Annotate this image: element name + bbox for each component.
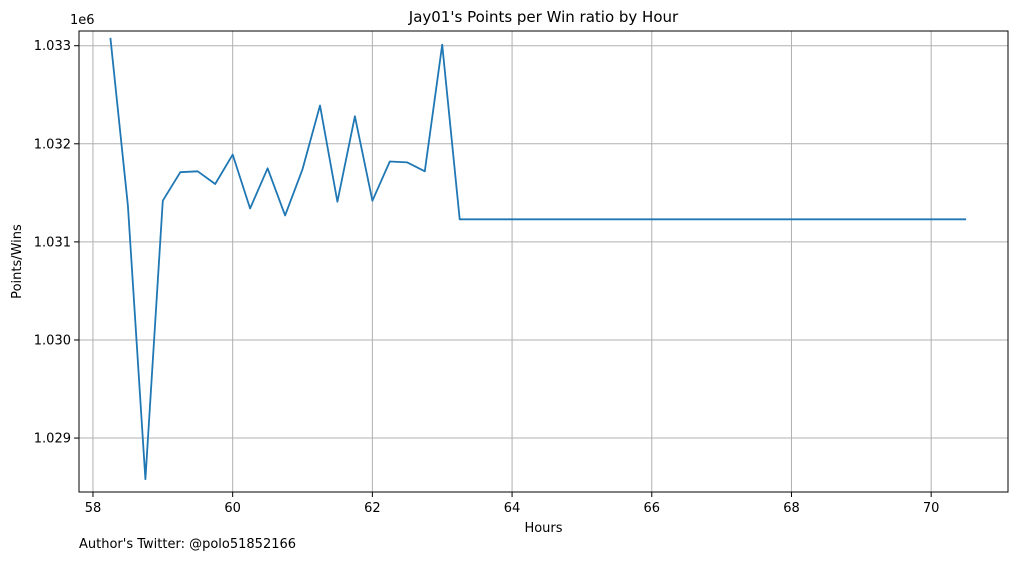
y-axis-label: Points/Wins bbox=[10, 224, 25, 299]
y-tick-label: 1.032 bbox=[34, 137, 71, 152]
y-tick-label: 1.031 bbox=[34, 235, 71, 250]
x-gridlines bbox=[92, 31, 932, 492]
x-tick-label: 66 bbox=[643, 501, 660, 516]
x-tick-label: 70 bbox=[923, 501, 940, 516]
y-axis-ticks: 1.029 1.030 1.031 1.032 1.033 bbox=[34, 39, 79, 447]
plot-frame bbox=[78, 30, 1009, 493]
author-twitter-footnote: Author's Twitter: @polo51852166 bbox=[79, 537, 297, 552]
y-axis-offset-label: 1e6 bbox=[70, 13, 95, 28]
x-tick-label: 64 bbox=[504, 501, 521, 516]
series-line bbox=[109, 37, 967, 481]
x-tick-label: 58 bbox=[85, 501, 102, 516]
x-tick-label: 60 bbox=[224, 501, 241, 516]
y-tick-label: 1.029 bbox=[34, 432, 71, 447]
y-tick-label: 1.030 bbox=[34, 333, 71, 348]
y-tick-label: 1.033 bbox=[34, 39, 71, 54]
x-axis-ticks: 58 60 62 64 66 68 70 bbox=[85, 492, 940, 516]
x-tick-label: 68 bbox=[783, 501, 800, 516]
series-layer bbox=[109, 37, 967, 481]
y-gridlines bbox=[79, 45, 1008, 439]
chart-title: Jay01's Points per Win ratio by Hour bbox=[408, 8, 679, 26]
x-tick-label: 62 bbox=[364, 501, 381, 516]
x-axis-label: Hours bbox=[524, 521, 562, 536]
